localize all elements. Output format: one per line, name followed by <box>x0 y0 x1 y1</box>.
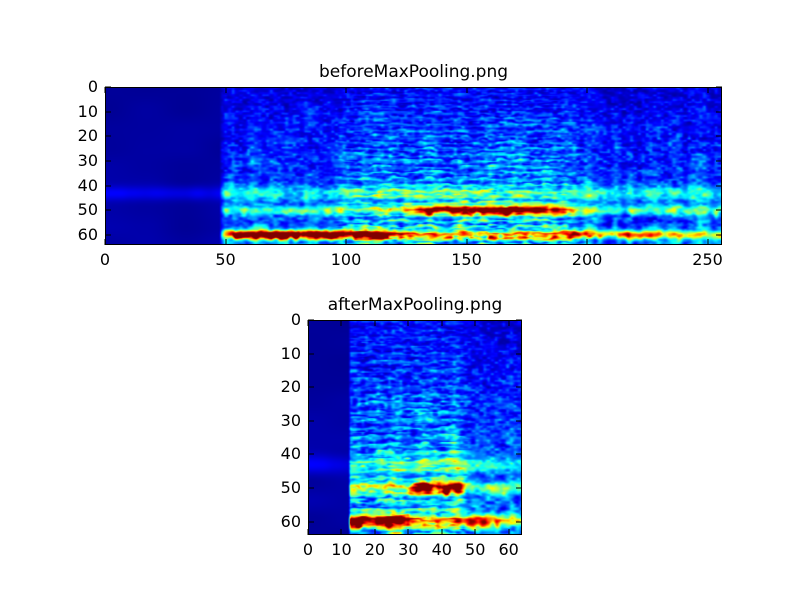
xtick-mark <box>307 529 309 535</box>
ytick-mark <box>105 160 111 162</box>
xtick-mark <box>345 239 347 245</box>
ytick-mark <box>308 487 314 489</box>
xtick-mark <box>345 87 347 93</box>
plot-frame-before <box>105 87 722 245</box>
ytick-label: 0 <box>290 310 301 329</box>
axes-before-max-pooling: beforeMaxPooling.png 0 10 20 30 40 50 60 0 50 100… <box>78 64 723 268</box>
xtick-label: 40 <box>431 540 452 559</box>
xtick-mark <box>707 239 709 245</box>
ytick-mark <box>105 185 111 187</box>
xtick-mark <box>508 529 510 535</box>
ytick-label: 0 <box>87 77 98 96</box>
xtick-label: 0 <box>302 540 314 559</box>
xtick-label: 10 <box>331 540 352 559</box>
xtick-label: 50 <box>215 250 236 269</box>
ytick-mark <box>308 420 314 422</box>
xtick-mark <box>407 320 409 326</box>
xtick-label: 200 <box>571 250 603 269</box>
ytick-mark <box>308 319 314 321</box>
xtick-mark <box>586 239 588 245</box>
xtick-label: 100 <box>330 250 362 269</box>
xtick-mark <box>441 320 443 326</box>
ytick-mark <box>716 86 722 88</box>
ytick-mark <box>516 453 522 455</box>
ytick-mark <box>105 234 111 236</box>
xtick-label: 0 <box>99 250 111 269</box>
ytick-mark <box>105 111 111 113</box>
spectrogram-after-canvas <box>309 321 521 534</box>
ytick-mark <box>516 420 522 422</box>
xtick-mark <box>474 320 476 326</box>
xtick-label: 20 <box>364 540 386 559</box>
xtick-mark <box>340 529 342 535</box>
ytick-label: 40 <box>280 444 301 464</box>
xtick-mark <box>307 320 309 326</box>
xtick-mark <box>508 320 510 326</box>
xtick-mark <box>225 239 226 245</box>
ytick-mark <box>716 185 722 187</box>
ytick-label: 20 <box>280 377 301 397</box>
xtick-mark <box>104 239 106 245</box>
ytick-mark <box>716 234 722 236</box>
xtick-label: 250 <box>692 250 723 269</box>
ytick-mark <box>308 386 314 388</box>
xtick-mark <box>104 87 106 93</box>
ytick-mark <box>105 209 111 211</box>
ytick-mark <box>105 86 111 88</box>
title-after-max-pooling: afterMaxPooling.png <box>327 295 503 315</box>
xtick-mark <box>340 320 342 326</box>
ytick-label: 60 <box>77 225 98 245</box>
ytick-mark <box>308 353 314 355</box>
ytick-mark <box>716 160 722 162</box>
ytick-mark <box>516 386 522 388</box>
xtick-mark <box>374 320 376 326</box>
ytick-label: 50 <box>280 477 301 497</box>
plot-frame-after <box>308 320 522 535</box>
xtick-label: 50 <box>465 540 486 559</box>
ytick-mark <box>516 487 522 489</box>
ytick-label: 60 <box>280 511 301 531</box>
spectrogram-before-canvas <box>106 88 721 244</box>
xtick-mark <box>707 87 709 93</box>
ytick-label: 40 <box>77 175 98 195</box>
xtick-mark <box>441 529 443 535</box>
xtick-mark <box>466 87 468 93</box>
ytick-label: 10 <box>280 343 301 363</box>
ytick-label: 50 <box>77 200 98 220</box>
ytick-mark <box>516 521 522 523</box>
xtick-mark <box>407 529 409 535</box>
spectrogram-after <box>309 321 521 534</box>
ytick-mark <box>516 353 522 355</box>
ytick-label: 20 <box>77 126 98 146</box>
ytick-mark <box>716 209 722 211</box>
ytick-label: 30 <box>77 151 98 171</box>
ytick-mark <box>716 135 722 137</box>
axes-after-max-pooling: afterMaxPooling.png 0 10 20 30 40 50 60 0 10 20 30… <box>281 297 522 558</box>
ytick-label: 30 <box>280 410 301 430</box>
ytick-mark <box>308 453 314 455</box>
ytick-mark <box>716 111 722 113</box>
ytick-label: 10 <box>77 101 98 121</box>
ytick-mark <box>308 521 314 523</box>
xtick-label: 60 <box>498 540 519 559</box>
ytick-mark <box>516 319 522 321</box>
title-before-max-pooling: beforeMaxPooling.png <box>318 62 509 82</box>
xtick-label: 30 <box>398 540 419 559</box>
xtick-mark <box>474 529 476 535</box>
xtick-mark <box>225 87 226 93</box>
xtick-mark <box>586 87 588 93</box>
xtick-mark <box>374 529 376 535</box>
xtick-mark <box>466 239 468 245</box>
spectrogram-before <box>106 88 721 244</box>
xtick-label: 150 <box>451 250 482 269</box>
ytick-mark <box>105 135 111 137</box>
